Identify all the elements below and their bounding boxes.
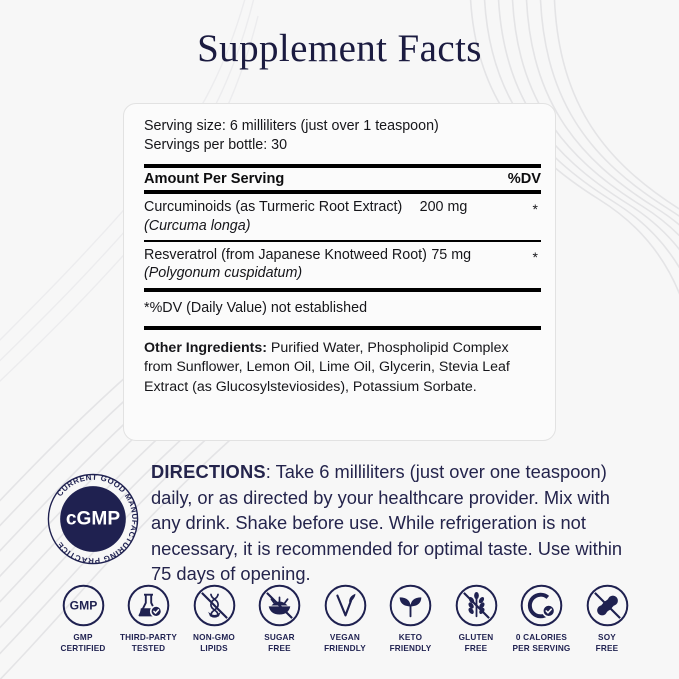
badge-label: VEGAN FRIENDLY <box>324 633 366 653</box>
gmp-certified-icon: GMP <box>62 584 104 627</box>
ingredient-amount: 200 mg <box>419 199 468 215</box>
third-party-tested-icon <box>127 584 170 627</box>
ingredient-row: Resveratrol (from Japanese Knotweed Root… <box>144 242 541 288</box>
certification-badge-row: GMP GMP CERTIFIED THIRD-PARTY TESTED <box>52 583 638 654</box>
cgmp-seal-icon: CURRENT GOOD MANUFACTURING PRACTICE cGMP <box>47 473 139 565</box>
ingredient-dv-value: * <box>532 248 538 265</box>
ingredient-amount: 75 mg <box>431 246 472 263</box>
keto-friendly-icon <box>389 584 432 627</box>
badge-third-party-tested: THIRD-PARTY TESTED <box>118 583 180 654</box>
badge-soy-free: SOY FREE <box>576 583 638 654</box>
badge-vegan-friendly: VEGAN FRIENDLY <box>314 583 376 654</box>
badge-label: NON-GMO LIPIDS <box>193 633 235 653</box>
ingredient-name: Resveratrol (from Japanese Knotweed Root… <box>144 246 427 263</box>
zero-calories-icon <box>520 584 563 627</box>
badge-label: KETO FRIENDLY <box>389 633 432 653</box>
cgmp-center-text: cGMP <box>66 509 120 530</box>
badge-label: SOY FREE <box>595 633 619 653</box>
badge-label: GMP CERTIFIED <box>60 633 106 653</box>
non-gmo-lipids-icon <box>193 584 235 627</box>
rule-top-thick <box>144 164 541 168</box>
other-ingredients-text: Purified Water, Phospholipid Complex fro… <box>144 339 510 395</box>
soy-free-icon <box>586 584 628 627</box>
daily-value-note: *%DV (Daily Value) not established <box>144 299 368 316</box>
vegan-friendly-icon <box>324 584 366 627</box>
rule-above-dv-note <box>144 287 541 292</box>
amount-per-serving-label: Amount Per Serving <box>144 171 285 187</box>
svg-text:GMP: GMP <box>69 599 97 613</box>
ingredient-latin-name: (Curcuma longa) <box>144 217 251 234</box>
percent-dv-label: %DV <box>507 171 541 187</box>
supplement-facts-card: Serving size: 6 milliliters (just over 1… <box>123 103 556 441</box>
serving-size-line: Serving size: 6 milliliters (just over 1… <box>144 118 439 134</box>
other-ingredients-block: Other Ingredients: Purified Water, Phosp… <box>144 330 538 398</box>
badge-label: 0 CALORIES PER SERVING <box>512 633 571 653</box>
directions-label: DIRECTIONS <box>151 461 266 482</box>
other-ingredients-label: Other Ingredients: <box>144 339 267 356</box>
rule-between-ingredients <box>144 240 541 242</box>
ingredient-latin-name: (Polygonum cuspidatum) <box>144 265 303 281</box>
badge-keto-friendly: KETO FRIENDLY <box>380 583 442 654</box>
ingredient-row: Curcuminoids (as Turmeric Root Extract) … <box>144 194 541 240</box>
badge-gluten-free: GLUTEN FREE <box>445 583 507 654</box>
badge-gmp-certified: GMP GMP CERTIFIED <box>52 583 114 654</box>
badge-label: THIRD-PARTY TESTED <box>119 633 178 653</box>
sugar-free-icon <box>258 584 301 627</box>
ingredient-dv-value: * <box>532 201 538 217</box>
rule-under-header-thick <box>144 190 541 194</box>
directions-body: : Take 6 milliliters (just over one teas… <box>151 461 623 584</box>
gluten-free-icon <box>455 584 497 627</box>
badge-label: SUGAR FREE <box>264 633 295 653</box>
badge-label: GLUTEN FREE <box>458 633 494 653</box>
directions-text: DIRECTIONS: Take 6 milliliters (just ove… <box>151 459 641 587</box>
ingredient-name: Curcuminoids (as Turmeric Root Extract) <box>144 199 403 215</box>
badge-sugar-free: SUGAR FREE <box>249 583 311 654</box>
badge-zero-calories: 0 CALORIES PER SERVING <box>511 583 573 654</box>
badge-non-gmo-lipids: NON-GMO LIPIDS <box>183 583 245 654</box>
servings-per-bottle-line: Servings per bottle: 30 <box>144 137 288 153</box>
page-title: Supplement Facts <box>197 27 482 70</box>
rule-below-dv-note <box>144 325 541 330</box>
amount-per-serving-header-row: Amount Per Serving %DV <box>144 168 541 190</box>
